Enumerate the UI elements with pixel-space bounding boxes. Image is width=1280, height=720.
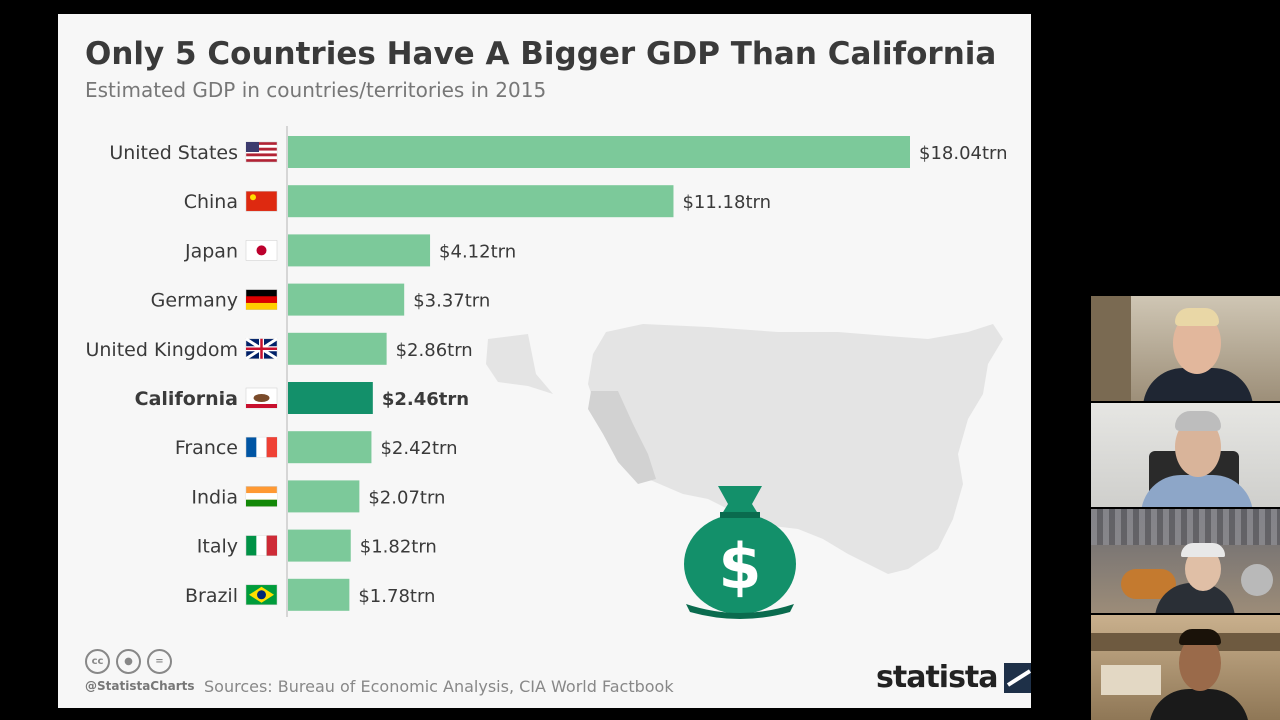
bar <box>288 136 910 168</box>
category-label: Brazil <box>185 585 238 607</box>
data-label: $2.07trn <box>368 487 445 508</box>
bar <box>288 529 351 562</box>
bar-chart: United States $18.04trn China $11.18trn Japa… <box>85 126 1008 619</box>
category-label: Japan <box>184 240 238 262</box>
bar <box>288 234 431 267</box>
bar <box>288 382 373 414</box>
statista-logo-mark <box>1003 662 1031 693</box>
category-label: India <box>191 486 238 508</box>
data-label: $1.82trn <box>360 537 437 558</box>
chart-slide: Only 5 Countries Have A Bigger GDP Than … <box>58 14 1031 708</box>
flag-icon <box>245 436 278 458</box>
sources-text: Sources: Bureau of Economic Analysis, CI… <box>204 677 674 696</box>
chart-title: Only 5 Countries Have A Bigger GDP Than … <box>85 36 997 72</box>
flag-icon <box>245 190 278 212</box>
cc-icon: cc <box>85 649 110 674</box>
statista-handle: @StatistaCharts <box>85 679 195 693</box>
data-label: $1.78trn <box>358 586 435 607</box>
flag-icon <box>245 584 278 606</box>
category-label: California <box>135 388 238 410</box>
category-label: United Kingdom <box>85 339 238 361</box>
flag-icon <box>245 387 278 409</box>
category-label: United States <box>109 142 238 164</box>
category-label: Italy <box>197 536 238 558</box>
creative-commons-icons: cc ● = <box>85 649 172 674</box>
attribution-icon: ● <box>116 649 141 674</box>
data-label: $11.18trn <box>682 192 771 213</box>
flag-icon <box>245 289 278 310</box>
svg-text:$: $ <box>718 530 761 603</box>
us-map-background <box>486 324 1003 574</box>
flag-icon <box>245 535 278 556</box>
video-tile-2[interactable] <box>1091 403 1280 507</box>
country-flags <box>245 141 278 606</box>
bar <box>288 480 360 513</box>
category-label: China <box>184 191 238 213</box>
flag-icon <box>245 337 278 361</box>
video-tile-3[interactable] <box>1091 509 1280 613</box>
bar <box>288 185 674 218</box>
data-label: $4.12trn <box>439 241 516 262</box>
video-tile-1[interactable] <box>1091 296 1280 401</box>
video-tile-4[interactable] <box>1091 615 1280 720</box>
bar <box>288 578 350 611</box>
money-bag-icon: $ <box>684 486 796 619</box>
bar <box>288 283 405 316</box>
data-label: $18.04trn <box>919 143 1008 164</box>
data-label: $2.46trn <box>382 389 469 410</box>
bar <box>288 332 387 365</box>
no-derivatives-icon: = <box>147 649 172 674</box>
flag-icon <box>245 486 278 507</box>
chart-subtitle: Estimated GDP in countries/territories i… <box>85 78 547 102</box>
category-label: France <box>175 437 238 459</box>
category-label: Germany <box>151 290 238 312</box>
statista-logo: statista <box>876 660 1031 695</box>
data-label: $2.42trn <box>380 438 457 459</box>
video-call-panel <box>1091 296 1280 720</box>
flag-icon <box>245 240 278 261</box>
bar <box>288 431 372 464</box>
data-label: $3.37trn <box>413 291 490 312</box>
data-label: $2.86trn <box>396 340 473 361</box>
statista-logo-text: statista <box>876 660 999 695</box>
flag-icon <box>245 141 278 163</box>
